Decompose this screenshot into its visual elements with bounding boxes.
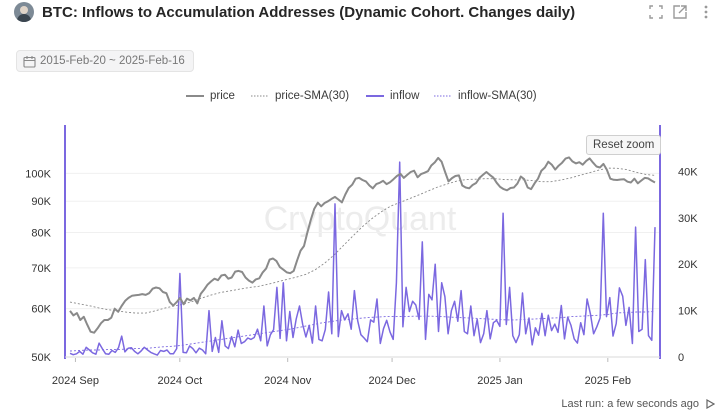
legend-label-inflow: inflow [390,90,420,102]
right-tick-label: 10K [678,306,698,318]
series-price [69,156,656,334]
x-tick-label: 2024 Nov [264,375,312,387]
author-avatar [14,2,34,22]
legend-item-inflow-sma[interactable]: inflow-SMA(30) [434,90,537,102]
open-external-icon[interactable] [672,4,688,20]
left-tick-label: 50K [31,352,51,364]
legend-label-price-sma: price-SMA(30) [275,90,350,102]
x-tick-label: 2024 Oct [158,375,203,387]
series-price-sma-30 [69,167,656,314]
left-tick-label: 60K [31,304,51,316]
right-tick-label: 0 [678,352,684,364]
reset-zoom-button[interactable]: Reset zoom [586,135,662,155]
left-tick-label: 100K [25,168,51,180]
x-tick-label: 2025 Jan [477,375,522,387]
right-tick-label: 20K [678,259,698,271]
series-inflow [69,161,656,356]
footer: Last run: a few seconds ago [561,398,715,410]
chart-title: BTC: Inflows to Accumulation Addresses (… [42,4,576,21]
legend-swatch-inflow [366,95,384,97]
legend-label-price: price [210,90,235,102]
legend-item-price-sma[interactable]: price-SMA(30) [251,90,349,102]
x-tick-label: 2024 Dec [369,375,417,387]
legend-item-inflow[interactable]: inflow [366,90,419,102]
left-tick-label: 90K [31,196,51,208]
date-range-label: 2015-Feb-20 ~ 2025-Feb-16 [40,55,185,67]
more-options-icon[interactable] [698,4,714,20]
x-tick-label: 2025 Feb [585,375,631,387]
watermark: CryptoQuant [264,200,457,238]
x-tick-label: 2024 Sep [52,375,99,387]
last-run-label: Last run: a few seconds ago [561,398,699,410]
legend-swatch-price [186,95,204,97]
left-tick-label: 70K [31,263,51,275]
fullscreen-icon[interactable] [648,4,664,20]
calendar-icon [23,55,36,68]
series-inflow-sma-30 [69,311,656,352]
header: BTC: Inflows to Accumulation Addresses (… [0,0,723,26]
legend-item-price[interactable]: price [186,90,235,102]
date-range-picker[interactable]: 2015-Feb-20 ~ 2025-Feb-16 [16,50,194,72]
right-tick-label: 40K [678,166,698,178]
legend-swatch-inflow-sma [434,95,452,97]
chart-legend: price price-SMA(30) inflow inflow-SMA(30… [0,90,723,106]
right-tick-label: 30K [678,213,698,225]
legend-swatch-price-sma [251,95,269,97]
run-icon[interactable] [705,399,715,409]
legend-label-inflow-sma: inflow-SMA(30) [458,90,537,102]
left-tick-label: 80K [31,227,51,239]
